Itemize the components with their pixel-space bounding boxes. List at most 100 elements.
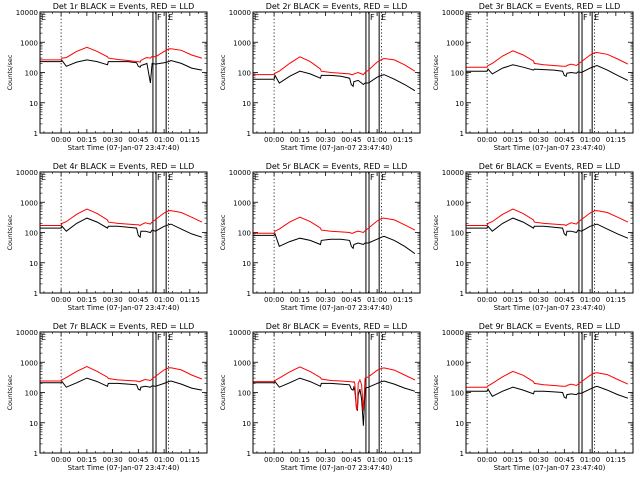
x-tick-label: 01:15: [393, 296, 413, 304]
y-tick-label: 10000: [229, 169, 251, 177]
y-tick-label: 1: [460, 290, 464, 298]
x-tick-label: 00:45: [128, 456, 148, 464]
event-label-e-left: E: [41, 173, 46, 182]
x-tick-label: 01:15: [180, 456, 200, 464]
x-tick-label: 00:15: [503, 456, 523, 464]
plot-frame: [252, 331, 421, 454]
y-tick-label: 10: [455, 420, 464, 428]
plot-frame: [252, 171, 421, 294]
x-tick-label: 01:15: [606, 296, 626, 304]
y-axis-label: Counts/sec: [219, 374, 227, 410]
x-tick-label: 00:15: [77, 296, 97, 304]
y-tick-label: 10: [242, 260, 251, 268]
chart-title: Det 3r BLACK = Events, RED = LLD: [479, 2, 621, 11]
event-label-f: F: [370, 333, 375, 342]
event-label-f: F: [583, 333, 588, 342]
x-tick-label: 00:30: [103, 296, 123, 304]
y-tick-label: 100: [238, 230, 251, 238]
y-tick-label: 100: [451, 390, 464, 398]
x-tick-label: 00:30: [316, 296, 336, 304]
plot-frame: [465, 331, 634, 454]
y-tick-label: 100: [25, 70, 38, 78]
x-axis-label: Start Time (07-Jan-07 23:47:40): [68, 144, 180, 152]
event-label-e: E: [594, 333, 599, 342]
x-tick-label: 00:15: [77, 456, 97, 464]
y-axis-label: Counts/sec: [219, 54, 227, 90]
y-tick-label: 1000: [233, 39, 251, 47]
x-tick-label: 00:15: [77, 136, 97, 144]
y-axis-label: Counts/sec: [432, 374, 440, 410]
x-axis-label: Start Time (07-Jan-07 23:47:40): [68, 304, 180, 312]
x-tick-label: 00:45: [341, 136, 361, 144]
y-tick-label: 1: [460, 450, 464, 458]
y-tick-label: 1: [34, 130, 38, 138]
x-tick-label: 00:15: [290, 296, 310, 304]
x-tick-label: 00:30: [103, 136, 123, 144]
y-tick-label: 10000: [229, 329, 251, 337]
chart-title: Det 2r BLACK = Events, RED = LLD: [266, 2, 408, 11]
chart-title: Det 8r BLACK = Events, RED = LLD: [266, 322, 408, 331]
x-tick-label: 00:30: [316, 456, 336, 464]
event-label-e: E: [168, 13, 173, 22]
lld-series-line: [40, 366, 203, 383]
x-axis-label: Start Time (07-Jan-07 23:47:40): [281, 464, 393, 472]
chart-panel-7: Det 7r BLACK = Events, RED = LLD 1 10 100 10…: [6, 322, 208, 472]
chart-panel-4: Det 4r BLACK = Events, RED = LLD 1 10 100 10…: [6, 162, 208, 312]
chart-title: Det 7r BLACK = Events, RED = LLD: [53, 322, 195, 331]
chart-panel-8: Det 8r BLACK = Events, RED = LLD 1 10 100 10…: [219, 322, 421, 472]
event-label-e-left: E: [41, 13, 46, 22]
y-tick-label: 10000: [229, 9, 251, 17]
x-tick-label: 01:00: [367, 296, 387, 304]
x-axis-label: Start Time (07-Jan-07 23:47:40): [281, 304, 393, 312]
lld-series-line: [466, 50, 629, 68]
x-tick-label: 01:15: [180, 296, 200, 304]
lld-series-line: [40, 208, 203, 227]
y-tick-label: 1000: [20, 199, 38, 207]
y-tick-label: 1: [460, 130, 464, 138]
x-axis-label: Start Time (07-Jan-07 23:47:40): [494, 464, 606, 472]
x-tick-label: 01:15: [606, 136, 626, 144]
x-tick-label: 01:00: [580, 456, 600, 464]
plot-frame: [39, 171, 208, 294]
y-tick-label: 1000: [446, 39, 464, 47]
x-tick-label: 00:00: [51, 296, 71, 304]
x-axis-label: Start Time (07-Jan-07 23:47:40): [281, 144, 393, 152]
event-label-e-left: E: [467, 333, 472, 342]
chart-panel-6: Det 6r BLACK = Events, RED = LLD 1 10 100 10…: [432, 162, 634, 312]
x-tick-label: 00:15: [503, 296, 523, 304]
x-tick-label: 00:15: [290, 456, 310, 464]
event-label-e-left: E: [467, 173, 472, 182]
plot-frame: [39, 11, 208, 134]
x-tick-label: 00:15: [503, 136, 523, 144]
y-tick-label: 10: [242, 420, 251, 428]
y-tick-label: 1: [247, 290, 251, 298]
x-axis-label: Start Time (07-Jan-07 23:47:40): [494, 304, 606, 312]
y-tick-label: 100: [25, 230, 38, 238]
y-tick-label: 100: [238, 390, 251, 398]
chart-panel-2: Det 2r BLACK = Events, RED = LLD 1 10 100 10…: [219, 2, 421, 152]
y-tick-label: 10000: [16, 9, 38, 17]
x-tick-label: 01:00: [154, 296, 174, 304]
events-series-line: [466, 217, 629, 239]
event-label-e: E: [594, 173, 599, 182]
x-tick-label: 01:00: [154, 456, 174, 464]
y-tick-label: 100: [451, 70, 464, 78]
x-tick-label: 00:30: [529, 456, 549, 464]
x-tick-label: 00:00: [264, 456, 284, 464]
x-tick-label: 00:00: [51, 136, 71, 144]
x-tick-label: 01:15: [180, 136, 200, 144]
y-axis-label: Counts/sec: [6, 214, 14, 250]
events-series-line: [253, 232, 416, 255]
y-axis-label: Counts/sec: [6, 54, 14, 90]
events-series-line: [466, 64, 629, 81]
y-axis-label: Counts/sec: [432, 214, 440, 250]
event-label-f: F: [370, 173, 375, 182]
chart-panel-1: Det 1r BLACK = Events, RED = LLD 1 10 100 10…: [6, 2, 208, 152]
event-label-e: E: [381, 173, 386, 182]
event-label-e-left: E: [254, 13, 259, 22]
y-axis-label: Counts/sec: [219, 214, 227, 250]
x-axis-label: Start Time (07-Jan-07 23:47:40): [68, 464, 180, 472]
lld-series-line: [253, 216, 416, 234]
x-tick-label: 00:30: [103, 456, 123, 464]
chart-panel-9: Det 9r BLACK = Events, RED = LLD 1 10 100 10…: [432, 322, 634, 472]
